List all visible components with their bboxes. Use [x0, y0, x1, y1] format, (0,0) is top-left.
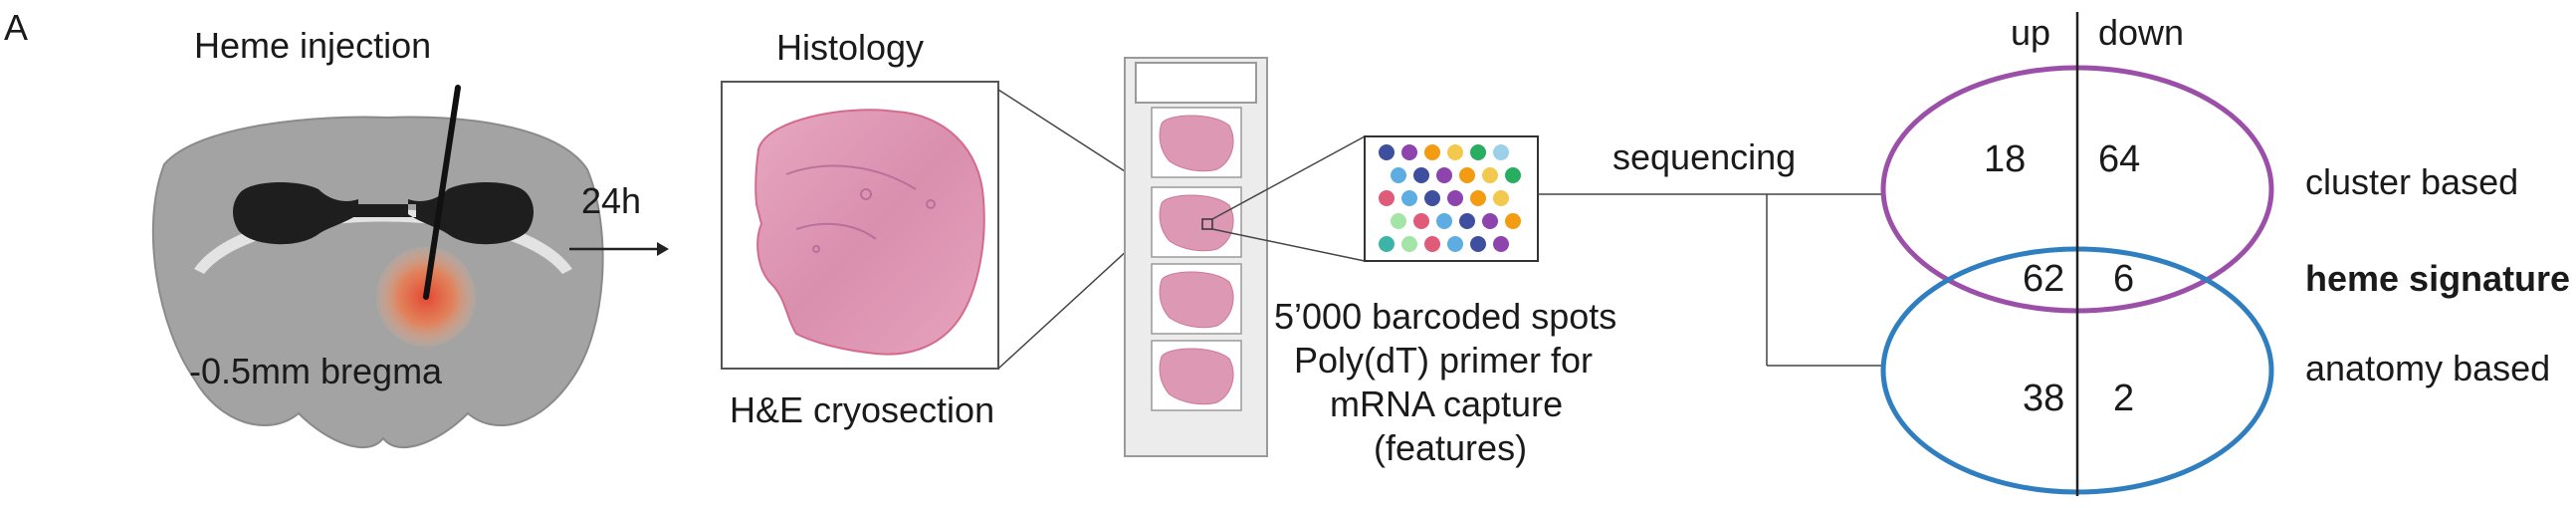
barcoded-spot: [1391, 213, 1406, 229]
slide-tissue-section: [1159, 194, 1234, 252]
heme-signature-label: heme signature: [2305, 258, 2570, 299]
spot-grid: [1379, 144, 1521, 252]
slide-sections: [1151, 107, 1242, 411]
barcoded-spot: [1493, 190, 1509, 206]
barcoded-spot: [1447, 190, 1463, 206]
venn-diagram: [1880, 12, 2274, 496]
barcoded-spot: [1436, 167, 1452, 183]
he-tissue-section: [754, 109, 985, 356]
barcoded-spot: [1447, 144, 1463, 160]
barcoded-spot: [1459, 213, 1475, 229]
venn-header-up: up: [2011, 12, 2050, 53]
brain-schematic: [151, 85, 604, 448]
injection-title: Heme injection: [194, 25, 431, 66]
zoom-line-spots-bottom: [1211, 228, 1366, 262]
histology-title: Histology: [776, 27, 924, 68]
barcoded-spot: [1401, 236, 1417, 252]
barcoded-spot: [1459, 167, 1475, 183]
barcoded-spot: [1379, 190, 1395, 206]
injection-needle: [423, 85, 461, 300]
capture-line-1: 5’000 barcoded spots: [1274, 296, 1616, 337]
capture-slide: [1124, 57, 1268, 457]
cluster-only-up: 18: [1984, 138, 2026, 180]
barcoded-spot: [1401, 190, 1417, 206]
barcoded-spot: [1379, 236, 1395, 252]
barcoded-spot: [1401, 144, 1417, 160]
barcoded-spot: [1413, 167, 1429, 183]
barcoded-spot: [1505, 213, 1521, 229]
cluster-based-label: cluster based: [2305, 161, 2518, 202]
slide-zoom-box: [1201, 218, 1213, 230]
capture-line-3: mRNA capture: [1330, 383, 1563, 424]
cluster-only-down: 64: [2098, 138, 2140, 180]
barcoded-spot: [1436, 213, 1452, 229]
barcoded-spot: [1470, 190, 1486, 206]
anatomy-only-up: 38: [2023, 378, 2064, 419]
panel-label: A: [4, 7, 28, 48]
anatomy-only-down: 2: [2113, 378, 2134, 419]
histology-caption: H&E cryosection: [730, 389, 994, 430]
slide-tissue-section: [1159, 348, 1234, 405]
barcoded-spot: [1424, 144, 1440, 160]
timepoint-label: 24h: [581, 180, 641, 221]
zoom-line-spots-top: [1211, 135, 1366, 220]
barcoded-spot: [1424, 190, 1440, 206]
barcoded-spot: [1424, 236, 1440, 252]
anatomy-based-label: anatomy based: [2305, 348, 2550, 388]
barcoded-spot: [1470, 144, 1486, 160]
capture-line-4: (features): [1374, 427, 1527, 468]
capture-line-2: Poly(dT) primer for: [1294, 340, 1593, 381]
barcoded-spot: [1391, 167, 1406, 183]
venn-header-down: down: [2098, 12, 2184, 53]
overlap-up: 62: [2023, 258, 2064, 300]
barcoded-spot: [1470, 236, 1486, 252]
barcoded-spot: [1505, 167, 1521, 183]
tissue-details: [785, 164, 936, 253]
coronal-brain-outline: [151, 116, 604, 448]
barcoded-spot: [1413, 213, 1429, 229]
timepoint-arrow: [569, 242, 669, 256]
barcoded-spot: [1482, 167, 1498, 183]
sequencing-label: sequencing: [1612, 136, 1796, 177]
bregma-label: -0.5mm bregma: [189, 351, 443, 391]
ventricles: [233, 182, 534, 245]
barcoded-spot: [1379, 144, 1395, 160]
barcoded-spot: [1447, 236, 1463, 252]
slide-tissue-section: [1159, 115, 1234, 172]
barcoded-spot: [1493, 144, 1509, 160]
barcoded-spot: [1493, 236, 1509, 252]
slide-tissue-section: [1159, 271, 1234, 329]
overlap-down: 6: [2113, 258, 2134, 300]
barcoded-spot: [1482, 213, 1498, 229]
